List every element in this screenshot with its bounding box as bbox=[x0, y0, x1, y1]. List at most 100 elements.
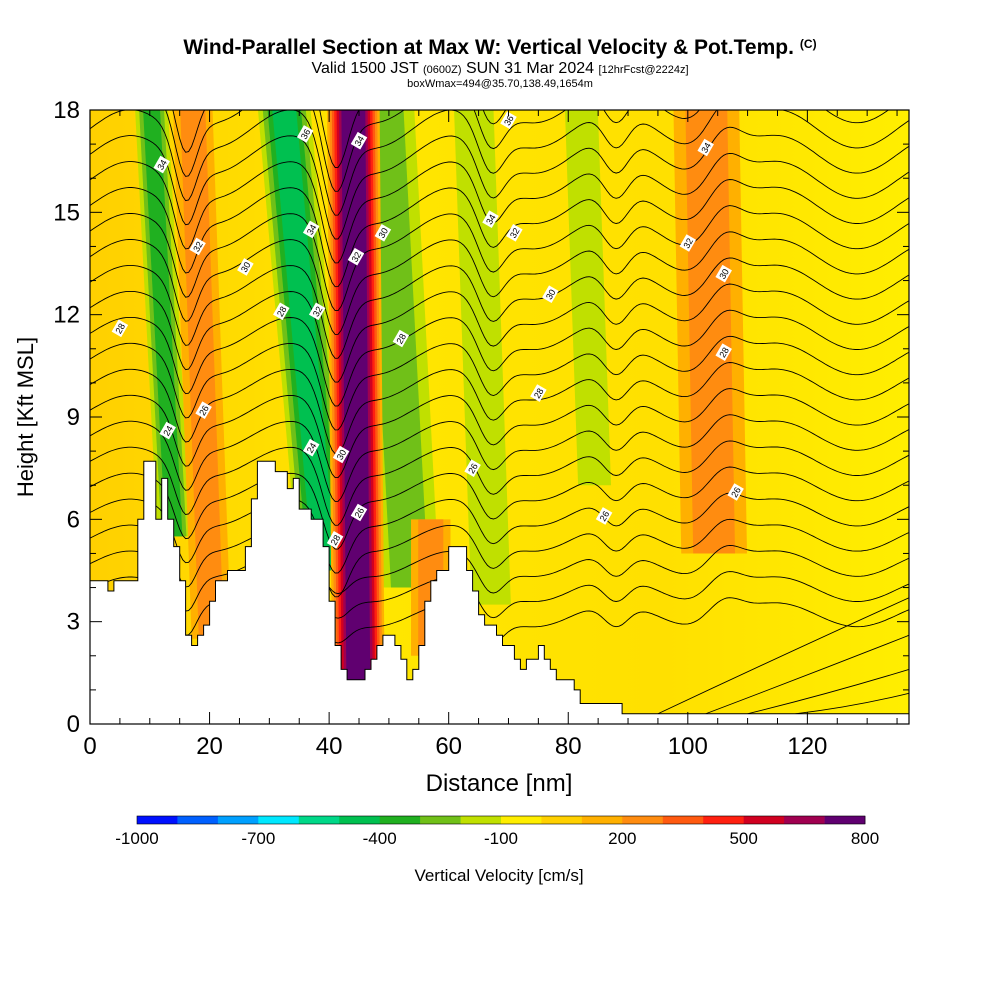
contour-label: 32 bbox=[679, 234, 697, 252]
box-info: boxWmax=494@35.70,138.49,1654m bbox=[407, 78, 593, 90]
contour-label-text: 30 bbox=[239, 260, 253, 274]
contour-label: 28 bbox=[326, 530, 344, 549]
contour-label-bg bbox=[350, 131, 368, 150]
terrain bbox=[90, 460, 909, 724]
contour-label: 30 bbox=[374, 223, 392, 242]
colorbar-swatch bbox=[501, 816, 542, 824]
contour-label-bg bbox=[679, 234, 697, 252]
contour-label-bg bbox=[332, 445, 350, 464]
isentrope-line bbox=[165, 110, 890, 192]
contour-label: 24 bbox=[302, 438, 320, 457]
contour-label-text: 28 bbox=[113, 322, 127, 336]
contour-label-bg bbox=[195, 401, 212, 420]
contour-label: 34 bbox=[153, 155, 170, 174]
colorbar-tick-label: 500 bbox=[729, 829, 757, 848]
colorbar: -1000 -700 -400 -100 200 500 800 bbox=[115, 815, 879, 848]
isentrope-line bbox=[90, 466, 909, 550]
colorbar-swatch bbox=[703, 816, 744, 824]
contour-label: 34 bbox=[302, 220, 320, 239]
contour-label-bg bbox=[308, 302, 326, 321]
isentrope-line bbox=[90, 492, 909, 574]
contour-label: 28 bbox=[715, 343, 732, 362]
colorbar-swatch bbox=[137, 816, 178, 824]
isentrope-line bbox=[90, 362, 909, 455]
isentrope-line bbox=[747, 668, 909, 715]
isentrope-line bbox=[90, 231, 909, 335]
contour-label-text: 32 bbox=[350, 250, 364, 264]
contour-label-bg bbox=[326, 530, 344, 549]
isentrope-line bbox=[90, 518, 909, 598]
contour-label-bg bbox=[715, 343, 732, 362]
colorbar-tick-label: 200 bbox=[608, 829, 636, 848]
isentrope-line bbox=[90, 544, 909, 612]
contour-label-text: 28 bbox=[717, 346, 731, 360]
contour-label: 26 bbox=[595, 507, 613, 525]
chart-title-text: Wind-Parallel Section at Max W: Vertical… bbox=[183, 36, 794, 59]
contour-label-bg bbox=[506, 223, 523, 242]
contour-label: 30 bbox=[332, 445, 350, 464]
y-tick-label: 9 bbox=[67, 404, 80, 431]
contour-label-bg bbox=[727, 483, 744, 501]
contour-label: 34 bbox=[482, 210, 499, 229]
isentrope-line bbox=[90, 110, 909, 216]
contour-label-text: 24 bbox=[161, 424, 175, 438]
downdraft-band bbox=[564, 110, 611, 486]
contour-label-text: 34 bbox=[155, 158, 169, 172]
isentrope-line bbox=[90, 335, 909, 431]
updraft-band bbox=[180, 110, 224, 639]
colorbar-swatch bbox=[824, 816, 866, 824]
contour-label-bg bbox=[464, 459, 481, 478]
x-axis: 0 20 40 60 80 100 120 bbox=[83, 110, 898, 760]
contour-label: 32 bbox=[189, 237, 206, 256]
colorbar-tick-label: -700 bbox=[241, 829, 275, 848]
contour-label-text: 28 bbox=[532, 387, 546, 401]
contour-label-bg bbox=[273, 302, 290, 321]
contour-label-bg bbox=[350, 503, 368, 522]
contour-label-text: 30 bbox=[717, 267, 731, 281]
contour-label: 26 bbox=[195, 401, 212, 420]
contour-label-bg bbox=[296, 125, 314, 143]
contour-label: 28 bbox=[392, 329, 410, 348]
x-tick-label: 80 bbox=[555, 733, 582, 760]
x-tick-label: 40 bbox=[316, 733, 343, 760]
isentrope-line bbox=[90, 440, 909, 526]
isentrope-line bbox=[172, 110, 507, 168]
contour-label-bg bbox=[189, 237, 206, 256]
x-tick-label: 100 bbox=[668, 733, 708, 760]
colorbar-swatch bbox=[379, 816, 421, 824]
isentrope-line bbox=[90, 179, 909, 288]
contour-label-bg bbox=[392, 329, 410, 348]
x-tick-label: 0 bbox=[83, 733, 96, 760]
contour-label: 34 bbox=[350, 131, 368, 150]
contour-label-bg bbox=[542, 285, 559, 304]
y-tick-label: 18 bbox=[53, 97, 80, 124]
isentrope-line bbox=[90, 257, 909, 359]
contour-label-text: 32 bbox=[311, 305, 325, 319]
colorbar-swatch bbox=[743, 816, 785, 824]
plot-area: 34 32 30 28 26 24 36 34 28 32 24 28 34 32 30 26 30 28 36 34… bbox=[90, 110, 909, 724]
colorbar-swatch bbox=[784, 816, 825, 824]
contour-label-bg bbox=[697, 138, 714, 157]
y-tick-label: 6 bbox=[67, 506, 80, 533]
contour-label: 32 bbox=[347, 247, 365, 266]
colorbar-tick-label: 800 bbox=[851, 829, 879, 848]
contour-label-bg bbox=[482, 210, 499, 229]
contour-label: 30 bbox=[542, 285, 559, 304]
contour-label-bg bbox=[159, 421, 176, 440]
contour-label-text: 34 bbox=[353, 134, 367, 148]
contour-label-text: 26 bbox=[466, 462, 480, 476]
colorbar-swatch bbox=[622, 816, 664, 824]
colorbar-swatch bbox=[177, 816, 219, 824]
colorbar-swatch bbox=[662, 816, 704, 824]
isentrope-line bbox=[657, 597, 909, 715]
contour-label-text: 26 bbox=[353, 506, 367, 520]
contour-labels: 34 32 30 28 26 24 36 34 28 32 24 28 34 32 30 26 30 28 36 34… bbox=[111, 111, 744, 549]
valid-time: Valid 1500 JST bbox=[311, 60, 419, 77]
colorbar-swatch bbox=[541, 816, 583, 824]
contour-label: 32 bbox=[308, 302, 326, 321]
contour-label-text: 24 bbox=[305, 441, 319, 455]
isentrope-line bbox=[90, 152, 909, 264]
colorbar-frame bbox=[136, 815, 866, 825]
valid-date: SUN 31 Mar 2024 bbox=[465, 60, 595, 77]
